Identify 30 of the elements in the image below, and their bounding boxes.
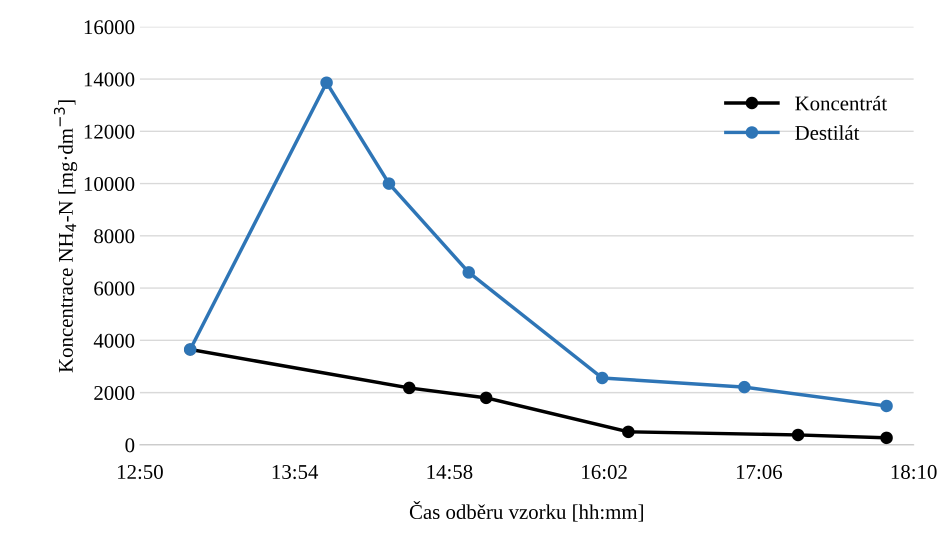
- y-axis-title: Koncentrace NH$_{4}$-N [mg·dm$^{−3}$]: [54, 100, 78, 372]
- point: [403, 382, 416, 394]
- y-tick-label: 0: [125, 438, 134, 452]
- point: [462, 266, 475, 279]
- y-tick-label: 2000: [94, 386, 134, 400]
- point: [792, 428, 804, 442]
- y-tick-label: 16000: [84, 20, 134, 34]
- x-tick-label: 17:06: [737, 464, 782, 480]
- x-tick-label: 16:02: [582, 464, 627, 480]
- x-tick-label: 14:58: [428, 464, 472, 480]
- y-tick-label: 10000: [84, 176, 134, 192]
- y-tick-label: 12000: [84, 124, 134, 139]
- point: [738, 380, 751, 394]
- point: [880, 400, 893, 412]
- x-tick-label: 12:50: [118, 464, 163, 480]
- point: [622, 426, 635, 438]
- y-tick-label: 4000: [94, 334, 134, 348]
- x-axis-title: Čas odběru vzorku [hh:mm]: [410, 501, 643, 522]
- point: [382, 177, 396, 190]
- legend-label: Koncentrát: [795, 96, 888, 111]
- point: [320, 76, 333, 89]
- y-tick-label: 6000: [94, 281, 134, 296]
- point: [480, 392, 492, 404]
- x-tick-label: 18:10: [892, 464, 937, 480]
- y-tick-label: 8000: [94, 229, 134, 244]
- y-tick-label: 14000: [84, 72, 134, 86]
- point: [880, 432, 893, 444]
- point: [596, 372, 608, 384]
- x-tick-label: 13:54: [272, 464, 318, 480]
- legend-label: Destilát: [795, 125, 860, 140]
